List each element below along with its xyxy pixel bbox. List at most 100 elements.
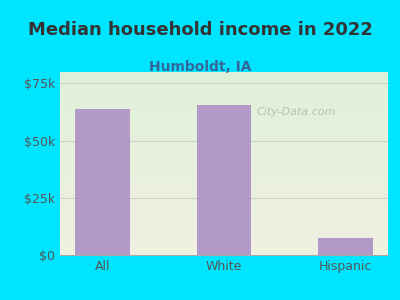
Bar [60, 118, 388, 120]
Bar [60, 96, 388, 98]
Bar [60, 87, 388, 88]
Bar [60, 242, 388, 244]
Bar [60, 125, 388, 127]
Bar [60, 134, 388, 136]
Bar [60, 169, 388, 171]
Bar [60, 127, 388, 129]
Bar [60, 180, 388, 182]
Bar [60, 107, 388, 109]
Bar [60, 211, 388, 213]
Bar [60, 196, 388, 198]
Bar [60, 123, 388, 125]
Bar [60, 224, 388, 226]
Bar [60, 240, 388, 242]
Bar [60, 154, 388, 156]
Bar [60, 164, 388, 165]
Bar [75, 109, 130, 255]
Bar [60, 231, 388, 233]
Bar [60, 152, 388, 154]
Bar [60, 81, 388, 83]
Bar [60, 142, 388, 143]
Bar [60, 230, 388, 231]
Bar [60, 184, 388, 185]
Bar [60, 76, 388, 77]
Bar [60, 110, 388, 112]
Bar [60, 189, 388, 191]
Bar [60, 114, 388, 116]
Bar [60, 167, 388, 169]
Bar [60, 72, 388, 74]
Bar [60, 209, 388, 211]
Bar [60, 94, 388, 96]
Bar [60, 182, 388, 184]
Bar [60, 227, 388, 230]
Bar [60, 105, 388, 107]
Bar [60, 149, 388, 151]
Bar [60, 253, 388, 255]
Bar [60, 213, 388, 215]
Bar [60, 176, 388, 178]
Bar [60, 204, 388, 206]
Bar [60, 79, 388, 81]
Bar [60, 193, 388, 195]
Bar [60, 237, 388, 239]
Bar [60, 226, 388, 227]
Bar [60, 187, 388, 189]
Bar [60, 246, 388, 248]
Bar [60, 112, 388, 114]
Bar [60, 129, 388, 130]
Bar [60, 132, 388, 134]
Bar [60, 175, 388, 176]
Bar [60, 165, 388, 167]
Bar [60, 178, 388, 180]
Bar [60, 220, 388, 222]
Bar [60, 90, 388, 92]
Bar [60, 238, 388, 240]
Bar [60, 101, 388, 103]
Bar [60, 248, 388, 250]
Bar [60, 217, 388, 218]
Bar [60, 251, 388, 253]
Bar [197, 105, 251, 255]
Bar [60, 202, 388, 204]
Bar [60, 173, 388, 175]
Bar [60, 74, 388, 76]
Bar [60, 85, 388, 87]
Bar [60, 120, 388, 122]
Bar [60, 195, 388, 197]
Bar [60, 250, 388, 251]
Bar [60, 145, 388, 147]
Bar [60, 244, 388, 246]
Bar [60, 233, 388, 235]
Bar [60, 206, 388, 207]
Bar [60, 122, 388, 123]
Text: Humboldt, IA: Humboldt, IA [149, 60, 251, 74]
Bar [60, 171, 388, 173]
Bar [60, 151, 388, 152]
Bar [60, 130, 388, 132]
Bar [60, 147, 388, 149]
Bar [60, 160, 388, 162]
Text: City-Data.com: City-Data.com [256, 107, 336, 117]
Bar [60, 77, 388, 79]
Bar [60, 116, 388, 118]
Bar [60, 143, 388, 145]
Bar [60, 235, 388, 237]
Text: Median household income in 2022: Median household income in 2022 [28, 21, 372, 39]
Bar [60, 222, 388, 224]
Bar [60, 191, 388, 193]
Bar [60, 103, 388, 105]
Bar [60, 88, 388, 90]
Bar [60, 109, 388, 110]
Bar [60, 185, 388, 187]
Bar [60, 218, 388, 220]
Bar [60, 162, 388, 164]
Bar [60, 140, 388, 142]
Bar [318, 238, 373, 255]
Bar [60, 215, 388, 217]
Bar [60, 198, 388, 200]
Bar [60, 138, 388, 140]
Bar [60, 99, 388, 101]
Bar [60, 200, 388, 202]
Bar [60, 158, 388, 160]
